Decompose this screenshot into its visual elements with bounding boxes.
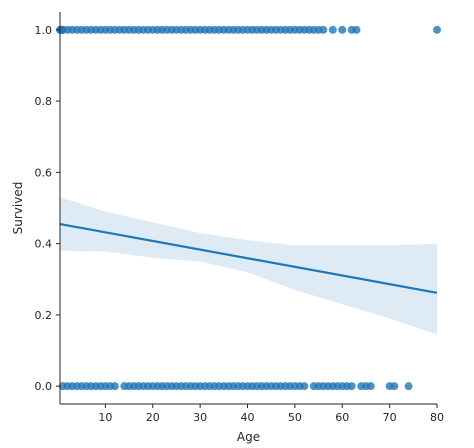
ticks-layer: 10 20 30 40 50 60 70 80 0.0 0.2 0.4 0.6 0.8 1.0 [35,24,445,424]
data-point-survived [352,25,361,34]
data-point-survived [319,25,328,34]
x-tick-label: 40 [241,411,255,424]
axes-layer [59,12,437,405]
x-tick-label: 60 [335,411,349,424]
x-tick-label: 50 [288,411,302,424]
data-point-not-survived [404,382,413,391]
y-tick-label: 0.8 [35,95,53,108]
data-point-survived [328,25,337,34]
x-tick-label: 20 [146,411,160,424]
data-point-survived [433,25,441,34]
regression-line [59,222,438,294]
y-axis-label: Survived [11,182,25,235]
data-point-not-survived [366,382,375,391]
y-tick-label: 0.2 [35,309,53,322]
x-tick-label: 10 [98,411,112,424]
x-tick-label: 80 [430,411,444,424]
data-point-not-survived [110,382,119,391]
y-tick-label: 1.0 [35,24,53,37]
x-tick-label: 70 [383,411,397,424]
y-tick-label: 0.6 [35,166,53,179]
y-tick-label: 0.4 [35,238,53,251]
regression-line-layer [59,222,438,294]
data-point-survived [338,25,347,34]
scatter-points-layer [56,25,441,391]
x-tick-label: 30 [193,411,207,424]
confidence-band [60,197,437,335]
data-point-not-survived [390,382,399,391]
data-point-not-survived [300,382,309,391]
y-tick-label: 0.0 [35,380,53,393]
confidence-band-layer [60,197,437,335]
data-point-not-survived [347,382,356,391]
x-axis-label: Age [237,430,260,444]
